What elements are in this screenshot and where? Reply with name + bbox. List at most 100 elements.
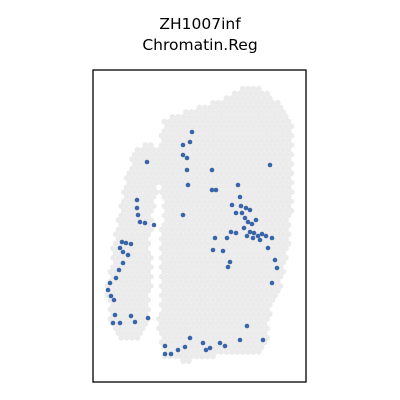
background-spot [283,189,289,196]
highlighted-spot [260,337,266,343]
background-spot [161,240,168,247]
background-spot [188,316,195,322]
highlighted-spot [233,230,239,236]
background-spot [112,316,119,322]
background-spot [180,339,187,346]
title-line-1: ZH1007inf [159,15,241,33]
background-spot [226,99,233,106]
background-spot [158,161,165,167]
background-spot [258,344,265,350]
background-spot [123,193,130,200]
background-spot [180,245,187,252]
background-spot [245,311,252,318]
background-spot [199,193,206,200]
background-spot [142,273,149,280]
background-spot [153,151,160,158]
plot-frame [92,69,307,383]
highlighted-spot [117,320,123,326]
background-spot [169,292,176,299]
background-spot [183,240,189,247]
background-spot [139,250,146,256]
background-spot [180,358,187,365]
background-spot [210,146,216,153]
background-spot [242,156,249,163]
background-spot [191,179,198,186]
background-spot [177,118,184,125]
background-spot [253,306,260,313]
background-spot [126,226,133,233]
background-spot [142,320,149,327]
background-spot [231,156,238,163]
background-spot [191,114,198,120]
background-spot [210,222,216,228]
background-spot [137,264,144,271]
background-spot [280,156,287,163]
background-spot [164,217,171,224]
background-spot [258,184,265,191]
background-spot [215,137,222,144]
background-spot [226,128,233,134]
background-spot [274,99,281,106]
background-spot [196,189,203,196]
background-spot [226,222,233,228]
highlighted-spot [120,249,126,255]
highlighted-spot [184,167,190,173]
background-spot [129,325,135,332]
background-spot [164,320,171,327]
background-spot [212,161,219,167]
background-spot [172,156,179,163]
background-spot [280,118,287,125]
background-spot [183,222,189,228]
background-spot [229,283,235,289]
background-spot [196,104,203,111]
background-spot [269,99,276,106]
background-spot [247,278,254,285]
background-spot [212,217,219,224]
background-spot [272,179,278,186]
background-spot [196,179,203,186]
background-spot [207,123,214,130]
background-spot [242,287,249,294]
background-spot [269,222,276,228]
background-spot [134,325,141,332]
background-spot [202,189,208,196]
background-spot [202,170,208,177]
background-spot [274,128,281,134]
background-spot [118,287,125,294]
background-spot [196,114,203,120]
background-spot [283,123,289,130]
background-spot [191,339,198,346]
background-spot [183,306,189,313]
background-spot [247,193,254,200]
background-spot [196,170,203,177]
background-spot [274,118,281,125]
background-spot [226,146,233,153]
background-spot [212,179,219,186]
background-spot [261,301,268,308]
background-spot [264,334,270,341]
background-spot [150,184,157,191]
background-spot [199,297,206,303]
background-spot [239,179,246,186]
background-spot [210,109,216,116]
background-spot [256,320,262,327]
background-spot [218,189,225,196]
highlighted-spot [269,235,275,241]
highlighted-spot [250,235,256,241]
background-spot [229,330,235,336]
background-spot [245,330,252,336]
background-spot [229,151,235,158]
background-spot [161,278,168,285]
background-spot [234,292,241,299]
background-spot [183,175,189,181]
background-spot [231,175,238,181]
background-spot [188,231,195,238]
background-spot [283,226,289,233]
background-spot [234,189,241,196]
background-spot [272,273,278,280]
background-spot [164,161,171,167]
background-spot [220,184,227,191]
background-spot [139,325,146,332]
background-spot [231,344,238,350]
background-spot [266,95,273,101]
